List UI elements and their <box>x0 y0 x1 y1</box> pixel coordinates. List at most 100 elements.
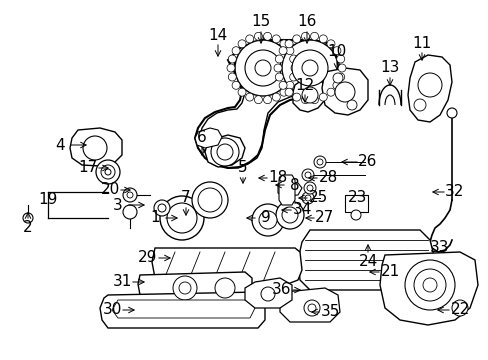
Circle shape <box>101 165 115 179</box>
Circle shape <box>238 40 245 48</box>
Text: 29: 29 <box>138 251 157 266</box>
Circle shape <box>446 108 456 118</box>
Text: 10: 10 <box>326 45 346 59</box>
Circle shape <box>173 276 197 300</box>
Polygon shape <box>195 128 222 148</box>
Polygon shape <box>112 300 254 318</box>
Circle shape <box>332 81 340 89</box>
Circle shape <box>272 93 280 101</box>
Circle shape <box>302 87 317 103</box>
Text: 22: 22 <box>449 302 468 318</box>
Circle shape <box>275 73 283 81</box>
Circle shape <box>319 35 326 43</box>
Circle shape <box>251 204 284 236</box>
Circle shape <box>160 196 203 240</box>
Text: 7: 7 <box>181 190 190 206</box>
Circle shape <box>332 47 340 55</box>
Text: 18: 18 <box>268 171 287 185</box>
Text: 24: 24 <box>358 255 377 270</box>
Circle shape <box>275 201 304 229</box>
Polygon shape <box>407 55 451 122</box>
Polygon shape <box>379 252 477 325</box>
Text: 33: 33 <box>429 240 449 256</box>
Circle shape <box>316 159 323 165</box>
Polygon shape <box>70 128 122 166</box>
Circle shape <box>336 73 344 81</box>
Circle shape <box>23 213 33 223</box>
Text: 9: 9 <box>261 211 270 225</box>
Circle shape <box>285 47 293 55</box>
Circle shape <box>337 64 346 72</box>
Circle shape <box>272 35 280 43</box>
Circle shape <box>105 169 111 175</box>
Text: 30: 30 <box>102 302 122 318</box>
Circle shape <box>285 88 292 96</box>
Circle shape <box>301 96 309 104</box>
Circle shape <box>261 287 274 301</box>
Circle shape <box>280 40 287 48</box>
Polygon shape <box>138 272 251 305</box>
Circle shape <box>279 81 286 89</box>
Circle shape <box>302 169 313 181</box>
Polygon shape <box>278 182 302 196</box>
Circle shape <box>215 278 235 298</box>
Circle shape <box>245 35 253 43</box>
Text: 31: 31 <box>112 274 131 289</box>
Polygon shape <box>152 248 302 285</box>
Circle shape <box>263 96 271 104</box>
Text: 2: 2 <box>23 220 33 235</box>
Circle shape <box>245 93 253 101</box>
Circle shape <box>254 96 262 104</box>
Polygon shape <box>345 195 367 212</box>
Text: 6: 6 <box>197 130 206 145</box>
Circle shape <box>326 88 334 96</box>
Circle shape <box>210 138 239 166</box>
Circle shape <box>413 269 445 301</box>
Circle shape <box>285 40 292 48</box>
Circle shape <box>198 188 222 212</box>
Text: 28: 28 <box>318 171 337 185</box>
Circle shape <box>217 144 232 160</box>
Circle shape <box>302 192 313 204</box>
Circle shape <box>282 207 297 223</box>
Circle shape <box>350 210 360 220</box>
Text: 17: 17 <box>78 161 98 175</box>
Text: 32: 32 <box>445 184 464 199</box>
Text: 16: 16 <box>297 14 316 30</box>
Circle shape <box>273 64 282 72</box>
Circle shape <box>279 47 286 55</box>
Circle shape <box>235 40 290 96</box>
Circle shape <box>226 64 235 72</box>
Circle shape <box>263 32 271 40</box>
Circle shape <box>280 88 287 96</box>
Circle shape <box>334 82 354 102</box>
Text: 15: 15 <box>251 14 270 30</box>
Polygon shape <box>244 278 291 308</box>
Circle shape <box>289 55 297 63</box>
Circle shape <box>238 88 245 96</box>
Circle shape <box>306 185 312 191</box>
Circle shape <box>302 60 317 76</box>
Circle shape <box>319 93 326 101</box>
Circle shape <box>310 96 318 104</box>
Circle shape <box>404 260 454 310</box>
Circle shape <box>158 204 165 212</box>
Text: 36: 36 <box>272 283 291 297</box>
Text: 4: 4 <box>55 138 65 153</box>
Circle shape <box>259 211 276 229</box>
Text: 8: 8 <box>289 177 299 193</box>
Circle shape <box>127 192 133 198</box>
Circle shape <box>285 81 293 89</box>
Circle shape <box>305 195 310 201</box>
Text: 13: 13 <box>380 60 399 76</box>
Circle shape <box>310 32 318 40</box>
Circle shape <box>292 93 300 101</box>
Circle shape <box>307 304 315 312</box>
Circle shape <box>244 50 281 86</box>
Text: 21: 21 <box>380 265 399 279</box>
Text: 20: 20 <box>100 183 120 198</box>
Circle shape <box>304 300 319 316</box>
Polygon shape <box>279 175 294 205</box>
Circle shape <box>289 73 297 81</box>
Circle shape <box>346 100 356 110</box>
